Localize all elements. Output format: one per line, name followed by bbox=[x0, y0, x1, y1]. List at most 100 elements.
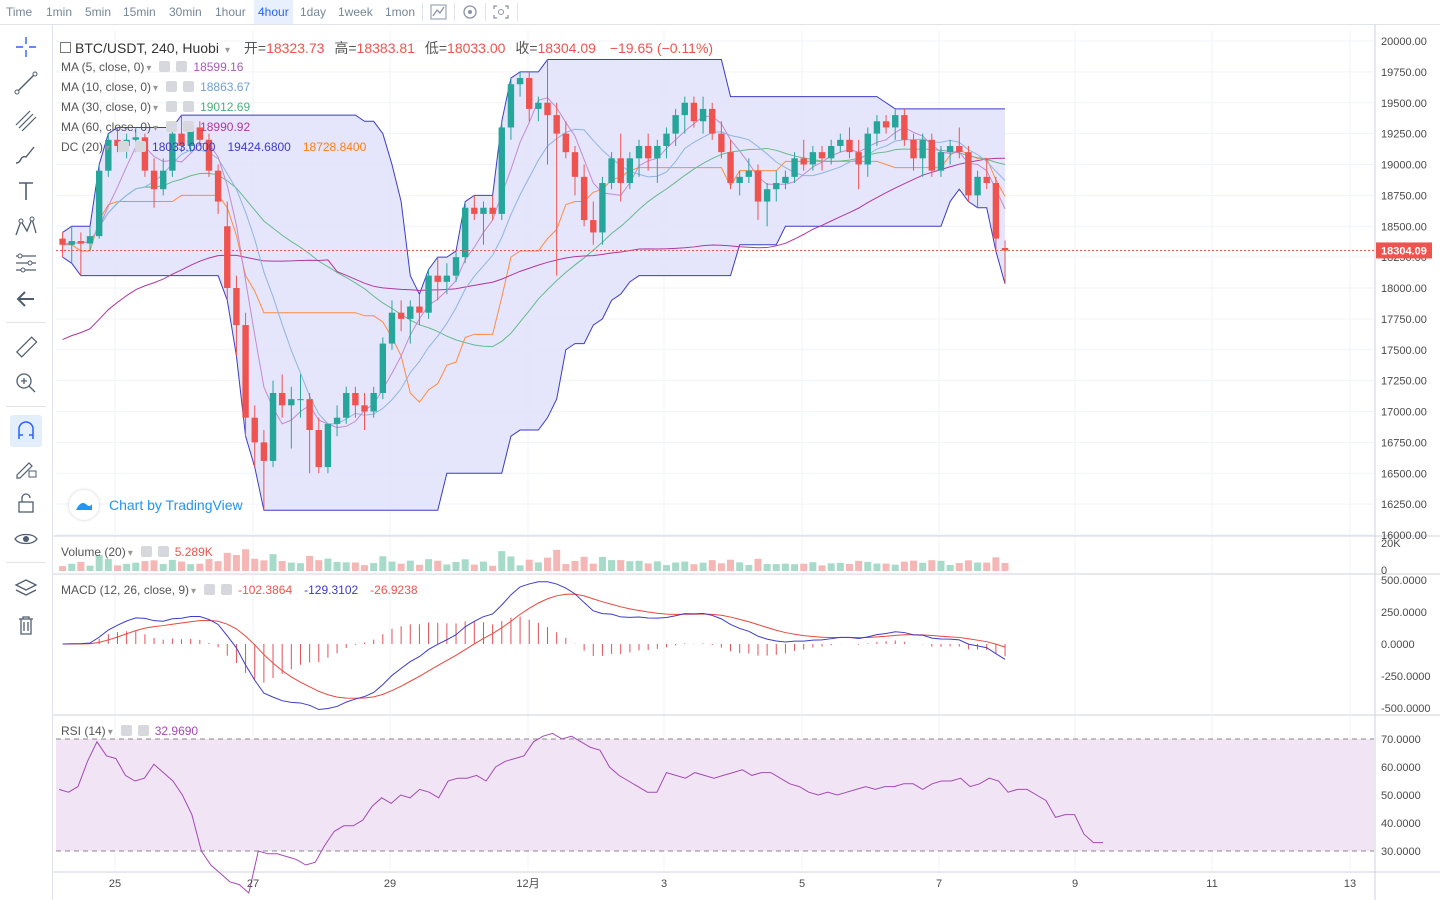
volume-bar bbox=[598, 556, 606, 571]
chevron-down-icon[interactable]: ▾ bbox=[153, 103, 159, 114]
zoom-in-icon[interactable] bbox=[10, 367, 42, 399]
price-tick-label: 19750.00 bbox=[1381, 67, 1427, 79]
candle bbox=[141, 133, 149, 177]
volume-bar bbox=[873, 563, 881, 571]
close-icon[interactable] bbox=[135, 141, 147, 152]
volume-bar bbox=[891, 564, 899, 571]
tf-4hour[interactable]: 4hour bbox=[254, 0, 293, 24]
back-arrow-icon[interactable] bbox=[10, 283, 42, 315]
gear-icon[interactable] bbox=[118, 141, 130, 152]
chevron-down-icon[interactable]: ▾ bbox=[153, 83, 159, 94]
eye-icon[interactable] bbox=[10, 523, 42, 555]
indicators-icon[interactable] bbox=[459, 2, 481, 22]
volume-bar bbox=[77, 561, 85, 571]
time-tick-label: 27 bbox=[247, 878, 259, 890]
volume-bar bbox=[534, 562, 542, 571]
volume-bars bbox=[59, 549, 1009, 571]
close-icon[interactable] bbox=[183, 101, 195, 112]
unlock-icon[interactable] bbox=[10, 487, 42, 519]
close-icon[interactable] bbox=[157, 546, 169, 557]
gear-icon[interactable] bbox=[166, 121, 178, 132]
candle bbox=[992, 176, 1000, 251]
volume-bar bbox=[836, 562, 844, 571]
candle bbox=[809, 145, 817, 171]
candle bbox=[278, 374, 286, 418]
gear-icon[interactable] bbox=[204, 584, 216, 595]
chevron-down-icon[interactable]: ▾ bbox=[105, 143, 111, 154]
volume-bar bbox=[736, 562, 744, 571]
tf-1hour[interactable]: 1hour bbox=[215, 5, 246, 19]
volume-bar bbox=[580, 556, 588, 571]
tradingview-watermark[interactable]: Chart by TradingView bbox=[69, 490, 243, 520]
candle bbox=[837, 133, 844, 153]
gear-icon[interactable] bbox=[120, 725, 132, 736]
price-tick-label: 18750.00 bbox=[1381, 190, 1427, 202]
collapse-icon[interactable] bbox=[60, 42, 71, 53]
trend-line-icon[interactable] bbox=[10, 67, 42, 99]
gear-icon[interactable] bbox=[159, 61, 171, 72]
crosshair-icon[interactable] bbox=[10, 31, 42, 63]
candle bbox=[654, 139, 661, 184]
brush-icon[interactable] bbox=[10, 139, 42, 171]
close-icon[interactable] bbox=[183, 121, 195, 132]
time-tick-label: 13 bbox=[1344, 878, 1356, 890]
close-icon[interactable] bbox=[183, 81, 195, 92]
time-tick-label: 9 bbox=[1072, 878, 1078, 890]
candle bbox=[718, 121, 725, 159]
fullscreen-icon[interactable] bbox=[490, 2, 512, 22]
lock-draw-icon[interactable] bbox=[10, 451, 42, 483]
price-tick-label: 17000.00 bbox=[1381, 407, 1427, 419]
pattern-icon[interactable] bbox=[10, 211, 42, 243]
macd-legend: MACD (12, 26, close, 9) ▾ -102.3864 -129.31… bbox=[61, 583, 424, 597]
chevron-down-icon[interactable]: ▾ bbox=[127, 548, 133, 559]
layers-icon[interactable] bbox=[10, 573, 42, 605]
tf-15min[interactable]: 15min bbox=[123, 5, 156, 19]
tf-1week[interactable]: 1week bbox=[338, 5, 373, 19]
price-tick-label: 17250.00 bbox=[1381, 376, 1427, 388]
chevron-down-icon[interactable]: ▾ bbox=[191, 586, 197, 597]
tf-time[interactable]: Time bbox=[6, 5, 33, 19]
candle bbox=[443, 263, 451, 295]
chevron-down-icon[interactable]: ▾ bbox=[153, 123, 159, 134]
chevron-down-icon[interactable]: ▾ bbox=[146, 63, 152, 74]
low-value: 18033.00 bbox=[447, 40, 506, 56]
volume-bar bbox=[196, 563, 204, 571]
tf-30min[interactable]: 30min bbox=[169, 5, 202, 19]
candle bbox=[635, 139, 643, 177]
close-icon[interactable] bbox=[137, 725, 149, 736]
candle bbox=[169, 127, 176, 177]
candle bbox=[928, 133, 936, 177]
trash-icon[interactable] bbox=[10, 609, 42, 641]
candle bbox=[306, 392, 313, 474]
tf-5min[interactable]: 5min bbox=[85, 5, 112, 19]
candle bbox=[846, 127, 853, 159]
candle bbox=[946, 139, 954, 165]
magnet-icon[interactable] bbox=[10, 415, 42, 447]
volume-bar bbox=[772, 564, 780, 571]
chevron-down-icon[interactable]: ▾ bbox=[107, 727, 113, 738]
close-icon[interactable] bbox=[221, 584, 233, 595]
close-icon[interactable] bbox=[176, 61, 188, 72]
candle bbox=[818, 145, 826, 171]
candle bbox=[269, 380, 277, 468]
gear-icon[interactable] bbox=[140, 546, 152, 557]
chevron-down-icon[interactable]: ▾ bbox=[224, 45, 230, 56]
price-tick-label: 19000.00 bbox=[1381, 160, 1427, 172]
chart-type-icon[interactable] bbox=[428, 2, 450, 22]
price-chart[interactable]: 16000.00 16250.00 16500.00 16750.00 17000.00… bbox=[53, 25, 1440, 900]
volume-bar bbox=[827, 563, 835, 571]
tf-1mon[interactable]: 1mon bbox=[385, 5, 416, 19]
text-icon[interactable] bbox=[10, 175, 42, 207]
time-tick-label: 12月 bbox=[516, 878, 539, 890]
tf-1day[interactable]: 1day bbox=[300, 5, 327, 19]
gear-icon[interactable] bbox=[166, 101, 178, 112]
volume-bar bbox=[562, 564, 570, 571]
price-tick-label: 17750.00 bbox=[1381, 314, 1427, 326]
tf-1min[interactable]: 1min bbox=[46, 5, 73, 19]
prediction-icon[interactable] bbox=[10, 247, 42, 279]
gear-icon[interactable] bbox=[166, 81, 178, 92]
ruler-icon[interactable] bbox=[10, 331, 42, 363]
candle bbox=[196, 121, 204, 146]
volume-bar bbox=[626, 561, 634, 571]
fib-icon[interactable] bbox=[10, 103, 42, 135]
